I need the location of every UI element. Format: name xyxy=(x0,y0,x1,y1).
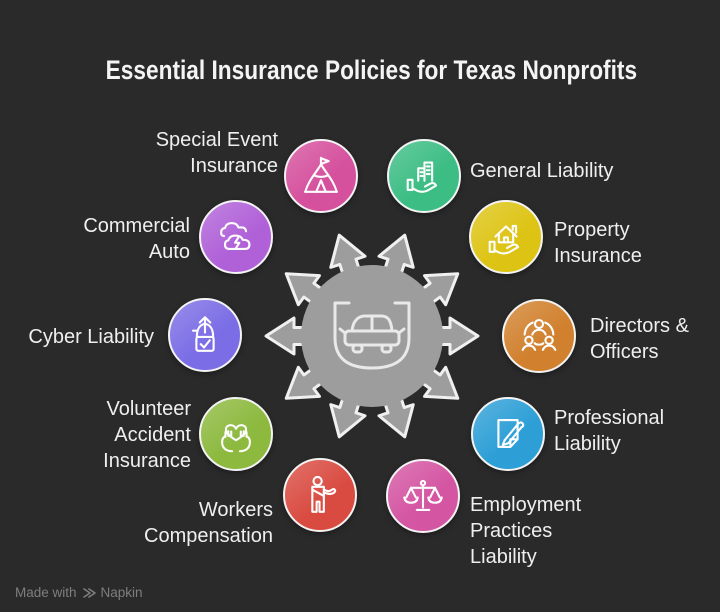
node-volunteer-accident-insurance xyxy=(199,397,273,471)
page-title: Essential Insurance Policies for Texas N… xyxy=(105,55,637,85)
scales-icon xyxy=(403,479,443,511)
injured-person-icon xyxy=(311,475,337,513)
node-directors-officers xyxy=(502,299,576,373)
watermark: Made with Napkin xyxy=(15,585,143,600)
label-cyber-liability: Cyber Liability xyxy=(28,326,154,348)
label-commercial-auto: Commercial Auto xyxy=(83,215,190,263)
node-professional-liability xyxy=(471,397,545,471)
node-cyber-liability xyxy=(168,298,242,372)
watermark-brand: Napkin xyxy=(100,585,143,600)
car-shield-icon xyxy=(333,301,411,370)
node-property-insurance xyxy=(469,200,543,274)
team-network-icon xyxy=(521,318,557,351)
node-commercial-auto xyxy=(199,200,273,274)
hub-spokes xyxy=(264,228,480,444)
buildings-on-hand-icon xyxy=(406,161,438,193)
label-special-event-insurance: Special Event Insurance xyxy=(155,129,278,177)
napkin-logo-icon xyxy=(82,587,96,598)
tent-icon xyxy=(304,156,338,193)
label-general-liability: General Liability xyxy=(470,160,614,182)
hands-heart-icon xyxy=(221,424,251,453)
node-special-event-insurance xyxy=(284,139,358,213)
electric-vehicles-icon xyxy=(220,222,251,251)
label-property-insurance: Property Insurance xyxy=(554,219,642,267)
label-directors-officers: Directors & Officers xyxy=(590,315,689,363)
label-professional-liability: Professional Liability xyxy=(554,407,665,455)
node-general-liability xyxy=(387,139,461,213)
label-employment-practices-liability: Employment Practices Liability xyxy=(470,494,582,568)
house-on-hand-icon xyxy=(488,224,520,255)
label-workers-compensation: Workers Compensation xyxy=(144,499,273,547)
secure-box-check-icon xyxy=(191,316,215,352)
node-workers-compensation xyxy=(283,458,357,532)
node-employment-practices-liability xyxy=(386,459,460,533)
document-pen-icon xyxy=(497,419,525,448)
label-volunteer-accident-insurance: Volunteer Accident Insurance xyxy=(103,398,191,472)
watermark-prefix: Made with xyxy=(15,585,77,600)
